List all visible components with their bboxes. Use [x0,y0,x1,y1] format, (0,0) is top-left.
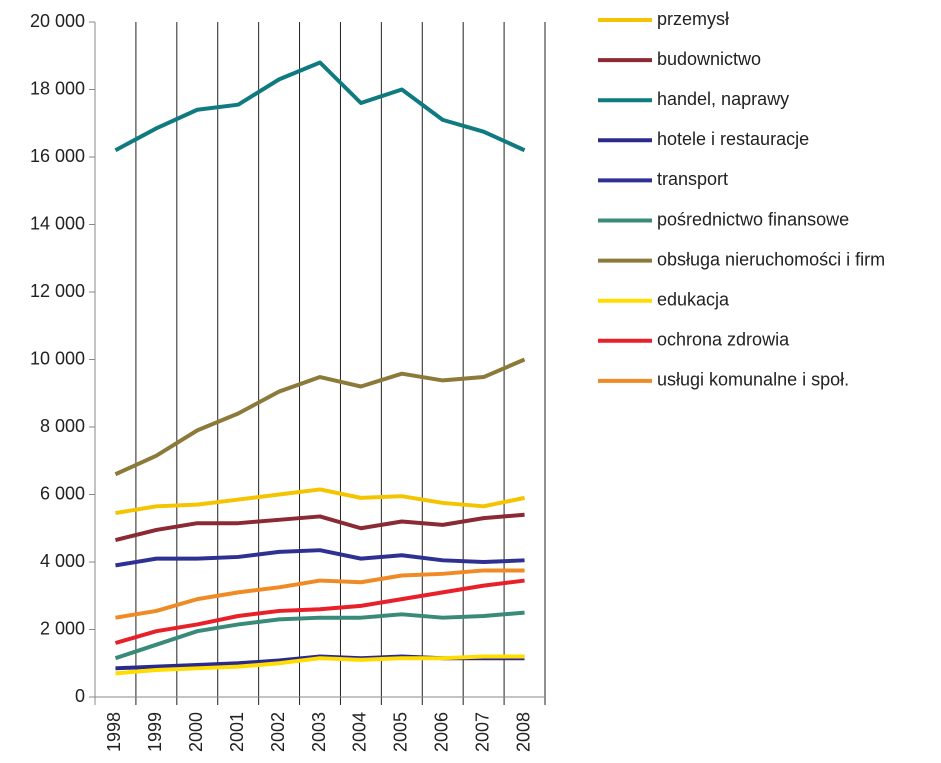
y-tick-label: 14 000 [30,213,85,233]
x-tick-label: 2002 [268,712,288,752]
legend-label: budownictwo [657,49,761,69]
x-tick-label: 1999 [145,712,165,752]
series-line [114,512,525,543]
legend-label: usługi komunalne i społ. [657,370,849,390]
series-line [115,548,525,568]
x-tick-label: 2008 [513,712,533,752]
series-line [115,568,525,620]
y-tick-label: 6 000 [40,483,85,503]
y-tick-label: 18 000 [30,78,85,98]
series-line [115,654,525,676]
series-line [114,610,525,661]
legend-label: handel, naprawy [657,89,789,109]
legend-label: przemysł [657,9,729,29]
y-tick-label: 2 000 [40,618,85,638]
series-line [114,60,526,153]
y-tick-label: 4 000 [40,551,85,571]
x-tick-label: 1998 [104,712,124,752]
series-line [114,578,525,645]
y-tick-label: 10 000 [30,348,85,368]
y-tick-label: 20 000 [30,11,85,31]
x-tick-label: 2000 [186,712,206,752]
legend-label: transport [657,169,728,189]
y-tick-label: 16 000 [30,146,85,166]
x-tick-label: 2003 [309,712,329,752]
series-line [115,487,525,516]
legend-label: edukacja [657,289,730,309]
legend-label: ochrona zdrowia [657,330,790,350]
x-tick-label: 2004 [350,712,370,752]
x-tick-label: 2006 [431,712,451,752]
y-tick-label: 12 000 [30,281,85,301]
legend-label: hotele i restauracje [657,129,809,149]
y-tick-label: 8 000 [40,416,85,436]
series-line [114,357,526,477]
y-tick-label: 0 [75,686,85,706]
legend-label: obsługa nieruchomości i firm [657,249,885,269]
legend-label: pośrednictwo finansowe [657,209,849,229]
x-tick-label: 2005 [391,712,411,752]
x-tick-label: 2001 [227,712,247,752]
x-tick-label: 2007 [472,712,492,752]
